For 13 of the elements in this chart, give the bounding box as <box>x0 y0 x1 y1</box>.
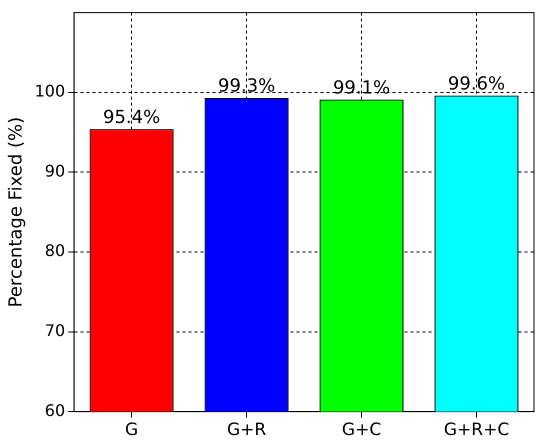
x-tick-label: G <box>125 420 138 440</box>
y-tick-label: 100 <box>34 82 66 101</box>
x-tick-label: G+R+C <box>444 420 510 440</box>
y-tick-label: 70 <box>44 320 66 340</box>
data-label: 99.3% <box>218 76 276 97</box>
y-axis-title: Percentage Fixed (%) <box>5 116 26 308</box>
x-tick-label: G+R <box>226 420 266 440</box>
y-tick-label: 60 <box>44 400 66 420</box>
x-tick-label: G+C <box>342 420 382 440</box>
y-tick-label: 80 <box>44 241 66 260</box>
y-tick-label: 90 <box>44 161 66 180</box>
data-label: 99.6% <box>448 73 506 94</box>
data-label: 95.4% <box>103 106 160 128</box>
